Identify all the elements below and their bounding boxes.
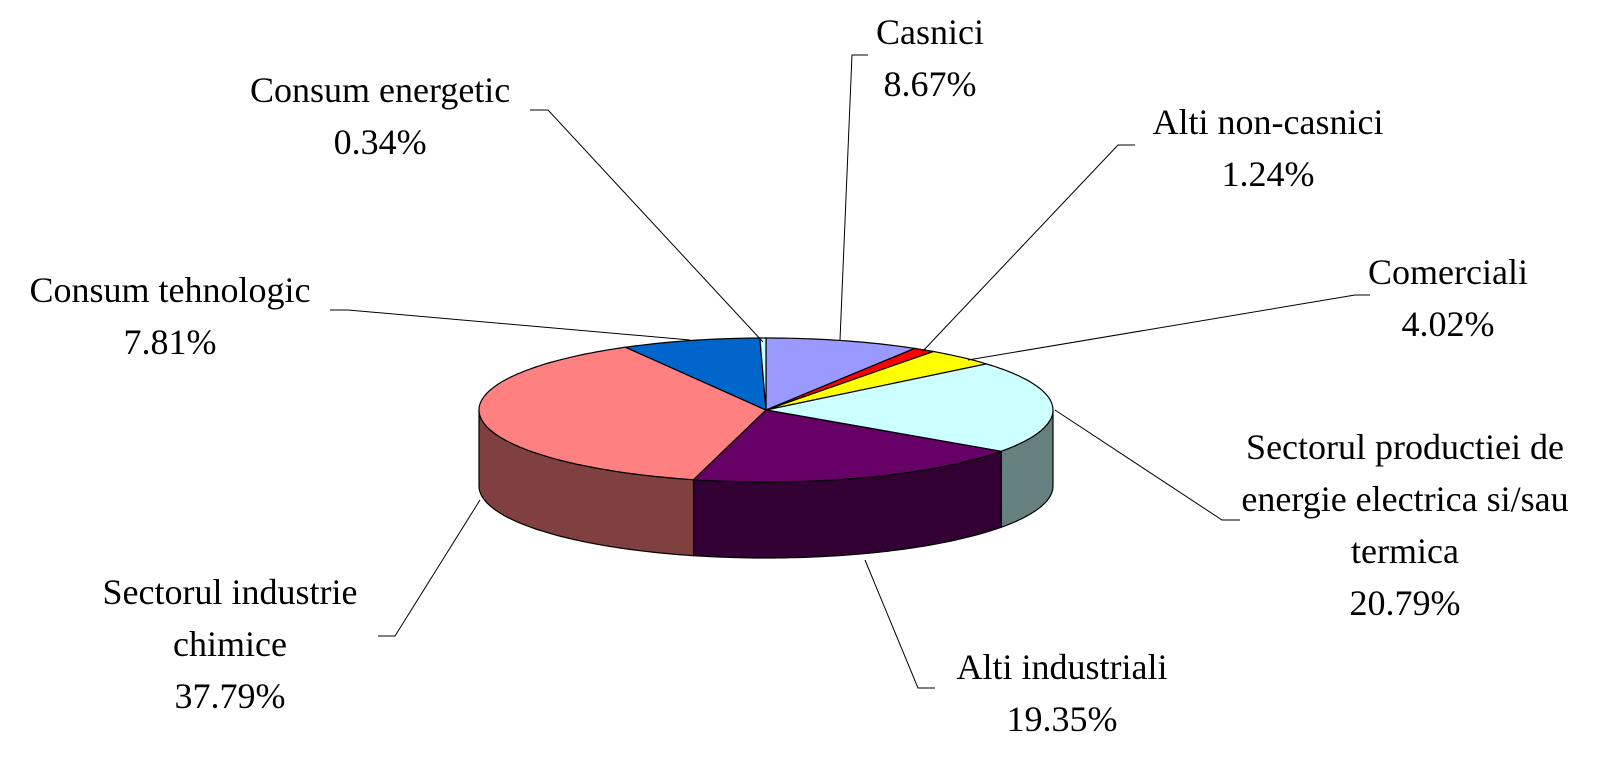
slice-label: Alti industriali 19.35%	[957, 641, 1168, 745]
category-name: Comerciali	[1368, 252, 1528, 292]
slice-label: Casnici 8.67%	[876, 6, 984, 110]
category-name: Alti non-casnici	[1152, 102, 1384, 142]
leader-line	[864, 559, 935, 689]
leader-line	[530, 109, 764, 343]
value-label: 20.79%	[1349, 583, 1461, 623]
slice-label: Sectorul industrie chimice 37.79%	[80, 566, 380, 722]
leader-line	[330, 309, 691, 341]
value-label: 0.34%	[333, 122, 427, 162]
value-label: 7.81%	[123, 322, 217, 362]
slice	[623, 337, 767, 411]
category-name: Alti industriali	[956, 647, 1168, 687]
leader-line	[967, 294, 1370, 361]
slice	[478, 346, 768, 481]
slice-label: Alti non-casnici 1.24%	[1153, 96, 1384, 200]
slice-label: Consum energetic 0.34%	[250, 64, 510, 168]
leader-line	[921, 144, 1135, 353]
slice-label: Comerciali 4.02%	[1368, 246, 1528, 350]
slice	[765, 337, 917, 411]
value-label: 1.24%	[1221, 154, 1315, 194]
slice	[765, 350, 987, 411]
leader-line	[1054, 409, 1240, 521]
leader-line	[839, 54, 868, 341]
value-label: 4.02%	[1401, 304, 1495, 344]
slice-label: Sectorul productiei de energie electrica…	[1235, 421, 1575, 629]
category-name: Consum energetic	[250, 70, 511, 110]
category-name: Consum tehnologic	[29, 270, 311, 310]
value-label: 8.67%	[883, 64, 977, 104]
slice	[759, 337, 767, 411]
slice	[765, 363, 1054, 452]
category-name: Sectorul industrie chimice	[102, 572, 358, 664]
slice	[692, 409, 1002, 483]
category-name: Casnici	[876, 12, 984, 52]
slice-label: Consum tehnologic 7.81%	[30, 264, 311, 368]
value-label: 37.79%	[174, 676, 286, 716]
leader-line	[378, 499, 481, 637]
value-label: 19.35%	[1006, 699, 1118, 739]
category-name: Sectorul productiei de energie electrica…	[1241, 427, 1569, 571]
